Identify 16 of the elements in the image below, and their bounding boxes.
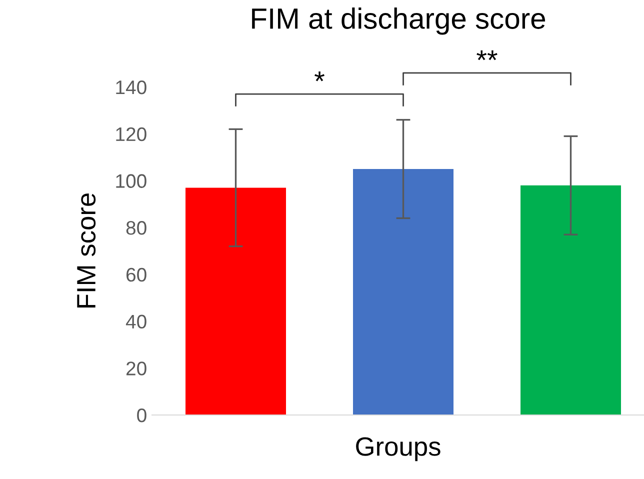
y-tick-label: 80 — [126, 221, 146, 235]
y-axis-title: FIM score — [77, 194, 96, 308]
bar — [353, 169, 454, 415]
y-tick-label: 140 — [116, 80, 146, 94]
y-tick-label: 20 — [126, 362, 146, 376]
y-tick-label: 60 — [126, 268, 146, 282]
chart-title: FIM at discharge score — [252, 8, 546, 35]
bar — [186, 188, 286, 415]
y-tick-label: 0 — [137, 408, 146, 422]
bar — [520, 185, 621, 415]
y-tick-label: 40 — [126, 314, 146, 329]
text: * — [314, 71, 324, 82]
y-tick-label: 120 — [116, 127, 146, 142]
x-axis-title: Groups — [356, 437, 440, 462]
y-tick-label: 100 — [116, 174, 146, 188]
text: ** — [476, 50, 498, 60]
